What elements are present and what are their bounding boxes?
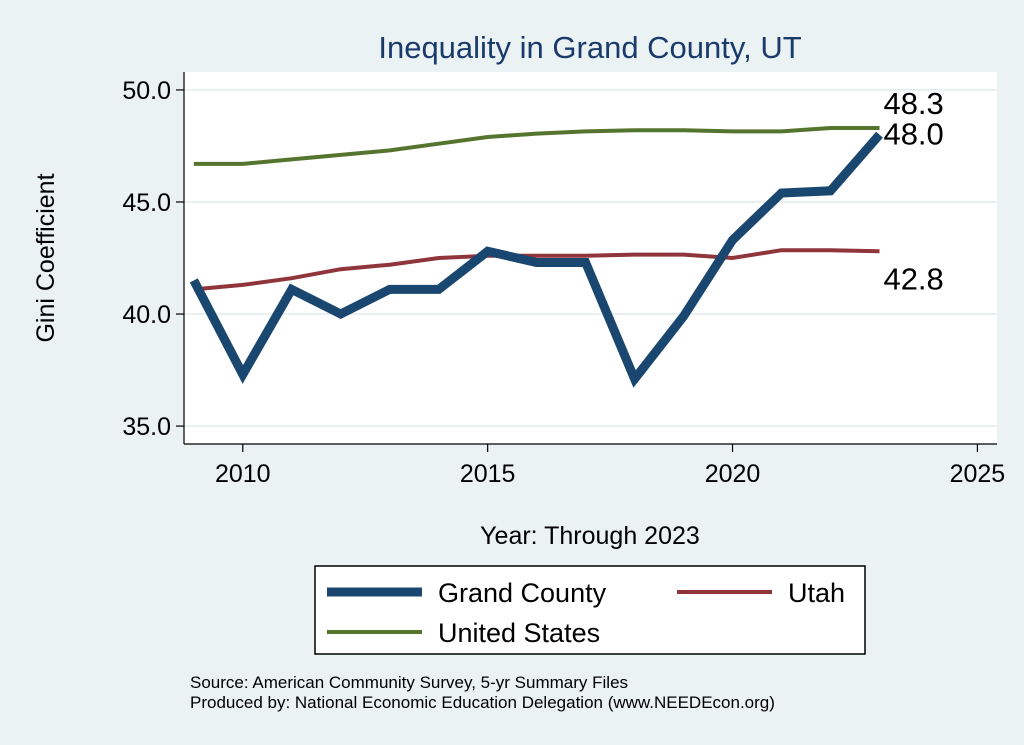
gridlines xyxy=(184,89,997,427)
y-tick-label: 50.0 xyxy=(122,77,171,105)
end-label-utah: 42.8 xyxy=(883,261,943,296)
x-tick-label: 2010 xyxy=(215,460,271,488)
legend-label: Grand County xyxy=(438,578,607,608)
plot-area xyxy=(184,72,997,444)
legend-label: United States xyxy=(438,618,600,648)
source-line-2: Produced by: National Economic Education… xyxy=(190,693,775,712)
series-line-grand-county xyxy=(189,131,883,388)
legend-label: Utah xyxy=(788,578,845,608)
y-tick-label: 40.0 xyxy=(122,301,171,329)
x-axis-title: Year: Through 2023 xyxy=(480,522,700,550)
x-tick-label: 2020 xyxy=(705,460,761,488)
y-axis-ticks: 35.0 40.0 45.0 50.0 xyxy=(122,77,184,441)
series-line-utah xyxy=(193,248,880,292)
x-tick-label: 2015 xyxy=(460,460,516,488)
legend: Grand County Utah United States xyxy=(327,578,845,648)
y-tick-label: 45.0 xyxy=(122,189,171,217)
legend-box xyxy=(314,565,866,655)
end-label-united-states: 48.3 xyxy=(883,86,943,121)
y-tick-label: 35.0 xyxy=(122,413,171,441)
series-line-united-states xyxy=(193,126,880,166)
x-tick-label: 2025 xyxy=(950,460,1006,488)
series-lines xyxy=(189,126,883,388)
y-axis-title: Gini Coefficient xyxy=(32,173,60,342)
chart-title: Inequality in Grand County, UT xyxy=(378,30,801,65)
x-axis-ticks: 2010 2015 2020 2025 xyxy=(215,444,1005,488)
source-line-1: Source: American Community Survey, 5-yr … xyxy=(190,673,628,692)
end-label-grand-county: 48.0 xyxy=(883,117,943,152)
end-labels: 48.0 42.8 48.3 xyxy=(883,86,943,296)
